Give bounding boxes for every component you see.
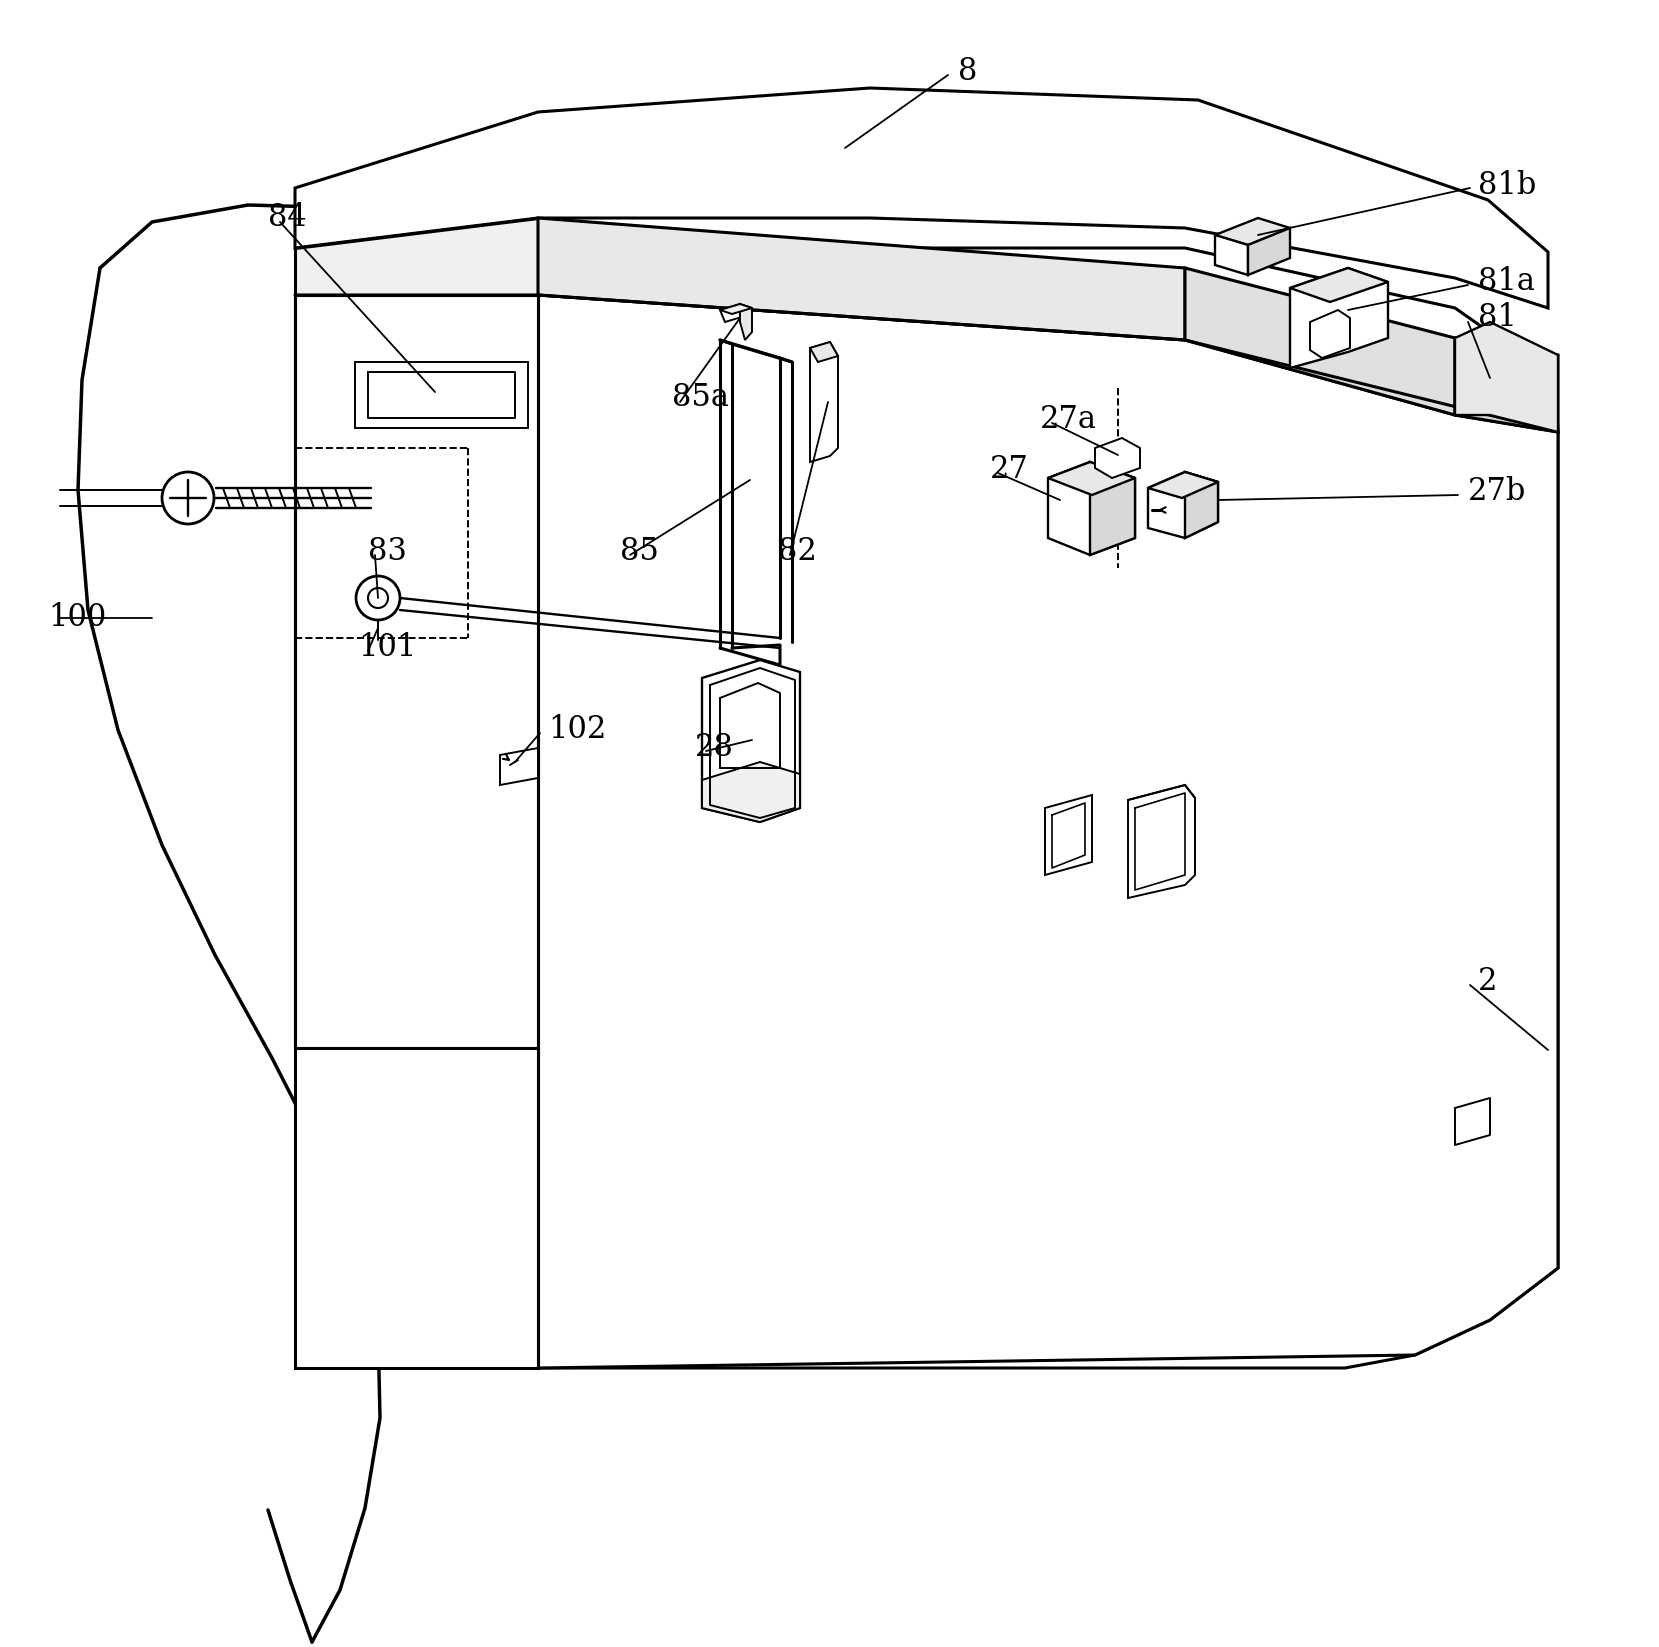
Text: 8: 8 — [957, 56, 977, 87]
Text: 82: 82 — [778, 537, 816, 568]
Circle shape — [368, 588, 388, 608]
Text: 101: 101 — [358, 632, 416, 664]
Polygon shape — [355, 362, 528, 428]
Text: 28: 28 — [695, 733, 733, 764]
Polygon shape — [810, 343, 838, 463]
Text: 81b: 81b — [1478, 170, 1536, 201]
Polygon shape — [702, 763, 800, 822]
Text: 85a: 85a — [672, 382, 728, 413]
Text: 27: 27 — [990, 455, 1029, 486]
Polygon shape — [1248, 227, 1291, 275]
Text: 27a: 27a — [1040, 405, 1097, 435]
Polygon shape — [1311, 310, 1350, 357]
Polygon shape — [529, 249, 1558, 1369]
Polygon shape — [499, 748, 538, 786]
Polygon shape — [1185, 268, 1455, 415]
Text: 81a: 81a — [1478, 267, 1535, 298]
Text: 85: 85 — [620, 537, 659, 568]
Polygon shape — [295, 1047, 538, 1369]
Polygon shape — [740, 305, 752, 339]
Polygon shape — [538, 295, 1558, 1369]
Polygon shape — [538, 217, 1185, 339]
Polygon shape — [720, 305, 752, 315]
Text: 100: 100 — [48, 603, 106, 634]
Text: 83: 83 — [368, 537, 406, 568]
Polygon shape — [1214, 236, 1248, 275]
Polygon shape — [1185, 473, 1218, 539]
Polygon shape — [810, 343, 838, 362]
Polygon shape — [1214, 217, 1291, 245]
Polygon shape — [1455, 338, 1558, 432]
Polygon shape — [295, 87, 1548, 308]
Polygon shape — [1045, 796, 1092, 875]
Text: 2: 2 — [1478, 967, 1498, 998]
Text: 84: 84 — [269, 203, 307, 234]
Polygon shape — [702, 660, 800, 822]
Polygon shape — [1048, 463, 1135, 555]
Text: 27b: 27b — [1468, 476, 1526, 507]
Polygon shape — [1291, 268, 1389, 301]
Polygon shape — [1090, 463, 1135, 555]
Polygon shape — [295, 295, 538, 1047]
Circle shape — [357, 576, 400, 619]
Polygon shape — [1148, 473, 1218, 539]
Polygon shape — [295, 217, 538, 295]
Circle shape — [163, 473, 214, 524]
Polygon shape — [1128, 786, 1194, 898]
Text: 102: 102 — [547, 715, 607, 746]
Polygon shape — [1291, 268, 1389, 367]
Polygon shape — [1095, 438, 1140, 478]
Text: 81: 81 — [1478, 303, 1516, 333]
Polygon shape — [1455, 323, 1558, 432]
Polygon shape — [1148, 473, 1218, 497]
Polygon shape — [720, 305, 745, 323]
Polygon shape — [1048, 463, 1135, 496]
